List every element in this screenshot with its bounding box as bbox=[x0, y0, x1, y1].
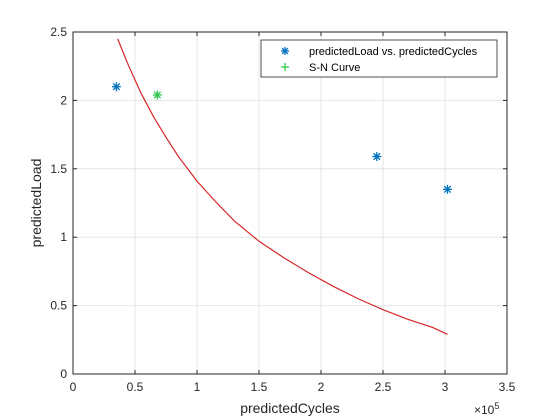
legend-marker-asterisk bbox=[281, 47, 289, 55]
x-axis-exponent-base: ×10 bbox=[474, 403, 495, 417]
x-tick-label: 2.5 bbox=[375, 380, 392, 394]
y-tick-label: 0 bbox=[60, 367, 67, 381]
y-tick-label: 1.5 bbox=[50, 162, 67, 176]
x-tick-label: 3.5 bbox=[499, 380, 516, 394]
ticks: 0 0.5 1 1.5 2 2.5 3 3.5 0 0.5 1 1.5 2 2.5 bbox=[50, 25, 515, 394]
grid bbox=[73, 32, 507, 374]
plot-data bbox=[111, 38, 452, 335]
data-point bbox=[442, 184, 452, 194]
sn-curve-line bbox=[117, 38, 448, 335]
y-tick-label: 0.5 bbox=[50, 299, 67, 313]
legend-label: S-N Curve bbox=[309, 62, 360, 74]
x-tick-label: 0.5 bbox=[127, 380, 144, 394]
axes-box bbox=[72, 31, 508, 375]
y-tick-label: 2 bbox=[60, 93, 67, 107]
x-tick-label: 0 bbox=[70, 380, 77, 394]
legend-entry: predictedLoad vs. predictedCycles bbox=[281, 46, 478, 58]
legend-entry: S-N Curve bbox=[281, 62, 360, 74]
y-tick-label: 2.5 bbox=[50, 25, 67, 39]
x-axis-exponent: ×105 bbox=[474, 401, 499, 417]
x-tick-label: 2 bbox=[318, 380, 325, 394]
data-point bbox=[372, 151, 382, 161]
x-axis-label: predictedCycles bbox=[240, 400, 340, 416]
highlight-point bbox=[152, 90, 162, 100]
x-axis-exponent-power: 5 bbox=[494, 401, 499, 411]
legend-label: predictedLoad vs. predictedCycles bbox=[309, 46, 478, 58]
y-tick-label: 1 bbox=[60, 230, 67, 244]
y-axis-label: predictedLoad bbox=[28, 159, 44, 248]
legend: predictedLoad vs. predictedCycles S-N Cur… bbox=[260, 39, 498, 78]
legend-box bbox=[260, 39, 498, 78]
plot-area bbox=[73, 32, 507, 374]
x-tick-label: 3 bbox=[442, 380, 449, 394]
x-tick-label: 1 bbox=[194, 380, 201, 394]
legend-marker-plus bbox=[281, 63, 289, 71]
x-tick-label: 1.5 bbox=[251, 380, 268, 394]
data-point bbox=[111, 82, 121, 92]
